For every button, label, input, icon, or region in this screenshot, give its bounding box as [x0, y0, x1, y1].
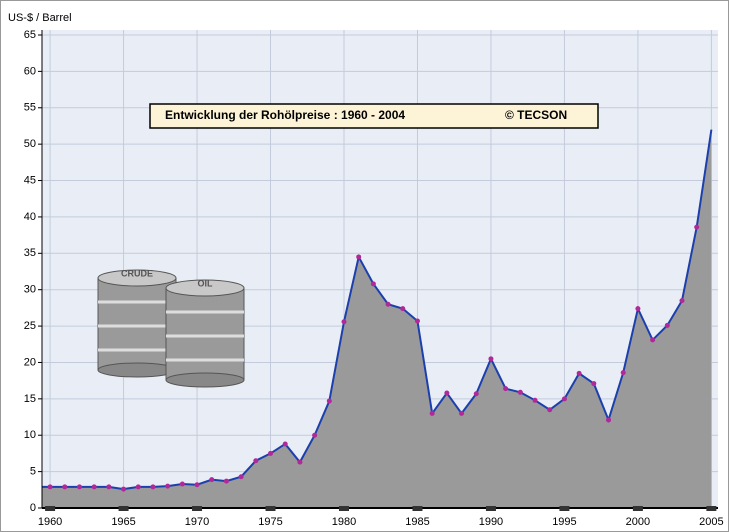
- y-tick-label: 45: [24, 174, 36, 186]
- marker: [135, 484, 141, 490]
- marker: [150, 484, 156, 490]
- y-tick-label: 25: [24, 320, 36, 332]
- chart-subtitle: © TECSON: [505, 108, 567, 122]
- marker: [517, 389, 523, 395]
- barrel-label: CRUDE: [121, 268, 153, 278]
- tick-mark: [559, 506, 570, 511]
- marker: [238, 474, 244, 480]
- marker: [400, 306, 406, 312]
- marker: [650, 337, 656, 343]
- marker: [268, 450, 274, 456]
- marker: [356, 254, 362, 260]
- tick-mark: [118, 506, 129, 511]
- marker: [62, 484, 68, 490]
- marker: [121, 486, 127, 492]
- marker: [282, 441, 288, 447]
- marker: [312, 432, 318, 438]
- tick-mark: [706, 506, 717, 511]
- marker: [76, 484, 82, 490]
- x-tick-label: 2005: [699, 516, 723, 528]
- marker: [591, 381, 597, 387]
- tick-mark: [192, 506, 203, 511]
- x-tick-label: 1995: [552, 516, 576, 528]
- title-box: Entwicklung der Rohölpreise : 1960 - 200…: [149, 103, 599, 129]
- marker: [194, 482, 200, 488]
- marker: [385, 301, 391, 307]
- marker: [47, 484, 53, 490]
- y-tick-label: 65: [24, 29, 36, 41]
- x-tick-label: 1985: [405, 516, 429, 528]
- marker: [473, 391, 479, 397]
- chart-title: Entwicklung der Rohölpreise : 1960 - 200…: [165, 108, 405, 122]
- x-tick-label: 2000: [626, 516, 650, 528]
- y-tick-label: 30: [24, 284, 36, 296]
- marker: [488, 356, 494, 362]
- x-tick-label: 1975: [258, 516, 282, 528]
- marker: [620, 370, 626, 376]
- tick-mark: [338, 506, 349, 511]
- y-tick-label: 5: [30, 466, 36, 478]
- y-tick-label: 50: [24, 138, 36, 150]
- x-tick-label: 1980: [332, 516, 356, 528]
- x-tick-label: 1990: [479, 516, 503, 528]
- y-tick-label: 0: [30, 502, 36, 514]
- marker: [576, 370, 582, 376]
- barrel-label: OIL: [198, 278, 214, 288]
- y-tick-label: 40: [24, 211, 36, 223]
- x-tick-label: 1960: [38, 516, 62, 528]
- marker: [679, 298, 685, 304]
- y-tick-label: 35: [24, 247, 36, 259]
- marker: [459, 410, 465, 416]
- y-tick-label: 60: [24, 65, 36, 77]
- marker: [664, 322, 670, 328]
- marker: [694, 224, 700, 230]
- marker: [326, 398, 332, 404]
- tick-mark: [265, 506, 276, 511]
- marker: [503, 386, 509, 392]
- marker: [165, 483, 171, 489]
- marker: [106, 484, 112, 490]
- tick-mark: [412, 506, 423, 511]
- y-tick-label: 20: [24, 356, 36, 368]
- barrels: CRUDE OIL: [97, 268, 245, 388]
- y-tick-label: 15: [24, 393, 36, 405]
- tick-mark: [485, 506, 496, 511]
- series: [42, 129, 713, 508]
- x-tick-label: 1970: [185, 516, 209, 528]
- marker: [561, 396, 567, 402]
- marker: [341, 319, 347, 325]
- marker: [414, 318, 420, 324]
- marker: [547, 407, 553, 413]
- marker: [635, 306, 641, 312]
- y-tick-label: 10: [24, 429, 36, 441]
- tick-mark: [45, 506, 56, 511]
- marker: [253, 458, 259, 464]
- x-tick-label: 1965: [111, 516, 135, 528]
- marker: [429, 410, 435, 416]
- area: [42, 129, 712, 508]
- marker: [532, 397, 538, 403]
- y-tick-label: 55: [24, 102, 36, 114]
- marker: [370, 281, 376, 287]
- y-axis-label: US-$ / Barrel: [8, 12, 72, 24]
- tick-mark: [632, 506, 643, 511]
- marker: [209, 477, 215, 483]
- marker: [444, 390, 450, 396]
- marker: [606, 417, 612, 423]
- marker: [179, 481, 185, 487]
- marker: [223, 478, 229, 484]
- marker: [91, 484, 97, 490]
- marker: [297, 459, 303, 465]
